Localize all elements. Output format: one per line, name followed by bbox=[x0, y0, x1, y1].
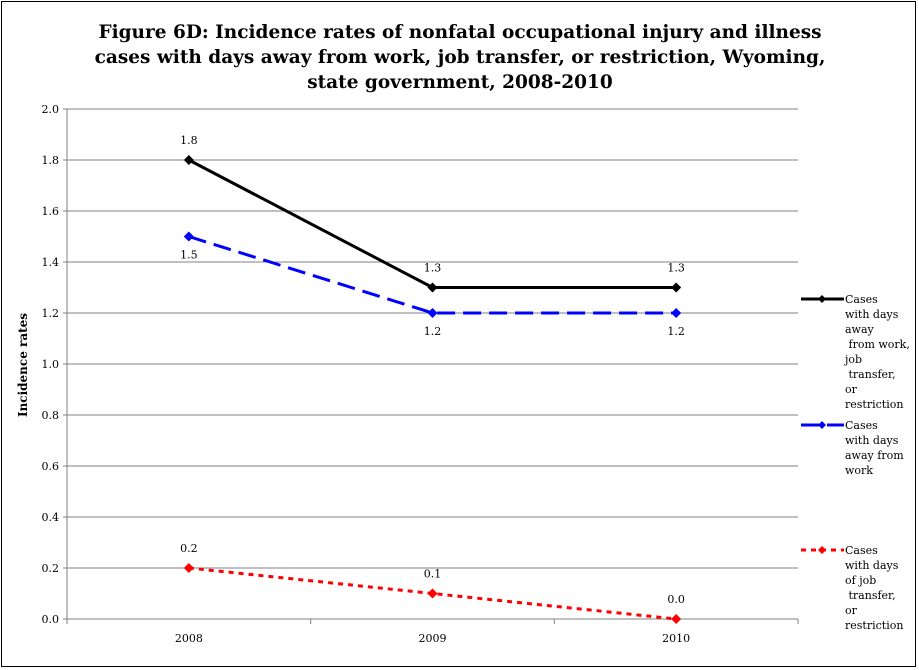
legend-swatch-2 bbox=[801, 421, 844, 429]
legend-label-3: Cases with days of job transfer, or rest… bbox=[845, 544, 904, 632]
data-label: 0.0 bbox=[667, 593, 685, 606]
x-tick-label: 2010 bbox=[662, 632, 690, 645]
legend-swatch-3 bbox=[801, 546, 844, 554]
data-label: 1.3 bbox=[667, 262, 685, 275]
data-label: 0.1 bbox=[424, 568, 442, 581]
data-point-marker bbox=[183, 563, 194, 573]
chart-title: Figure 6D: Incidence rates of nonfatal o… bbox=[60, 20, 860, 95]
data-point-marker bbox=[671, 282, 682, 293]
y-tick-label: 2.0 bbox=[42, 103, 60, 116]
legend-label-2: Cases with days away from work bbox=[845, 419, 904, 477]
data-point-marker bbox=[427, 588, 438, 599]
y-tick-label: 1.0 bbox=[42, 358, 60, 371]
chart-title-line-2: cases with days away from work, job tran… bbox=[94, 47, 826, 68]
series-line-2 bbox=[188, 235, 677, 315]
x-tick-label: 2008 bbox=[175, 632, 203, 645]
y-tick-label: 0.2 bbox=[42, 562, 60, 575]
y-tick-label: 0.6 bbox=[42, 460, 60, 473]
y-tick-label: 0.8 bbox=[42, 409, 60, 422]
legend-label-1: Cases with days away from work, job tran… bbox=[845, 293, 910, 411]
y-tick-label: 0.0 bbox=[42, 613, 60, 626]
data-point-marker bbox=[671, 614, 682, 624]
data-point-marker bbox=[183, 155, 194, 165]
data-label: 1.8 bbox=[180, 134, 198, 147]
data-label: 1.2 bbox=[424, 325, 442, 338]
chart-title-line-1: Figure 6D: Incidence rates of nonfatal o… bbox=[98, 22, 822, 43]
y-axis-label: Incidence rates bbox=[16, 313, 30, 417]
y-tick-label: 1.4 bbox=[42, 256, 60, 269]
legend-swatch-1 bbox=[801, 295, 844, 303]
y-tick-label: 1.2 bbox=[42, 307, 60, 320]
data-label: 0.2 bbox=[180, 542, 198, 555]
chart-title-line-3: state government, 2008-2010 bbox=[307, 72, 613, 93]
data-label: 1.5 bbox=[180, 249, 198, 262]
x-tick-label: 2009 bbox=[419, 632, 447, 645]
data-point-marker bbox=[671, 308, 682, 318]
data-point-marker bbox=[427, 282, 438, 293]
y-tick-label: 0.4 bbox=[42, 511, 60, 524]
series-lines bbox=[183, 155, 682, 624]
data-label: 1.3 bbox=[424, 262, 442, 275]
gridlines bbox=[67, 108, 798, 569]
data-label: 1.2 bbox=[667, 325, 685, 338]
data-point-marker bbox=[183, 231, 194, 242]
data-labels: 1.8 1.3 1.3 1.5 1.2 1.2 0.2 0.1 0.0 bbox=[180, 134, 685, 606]
y-tick-label: 1.8 bbox=[42, 154, 60, 167]
y-tick-label: 1.6 bbox=[42, 205, 60, 218]
axes: 0.0 0.2 0.4 0.6 0.8 1.0 1.2 1.4 1.6 1.8 2.0 2008 200… bbox=[42, 103, 799, 645]
data-point-marker bbox=[427, 308, 438, 318]
